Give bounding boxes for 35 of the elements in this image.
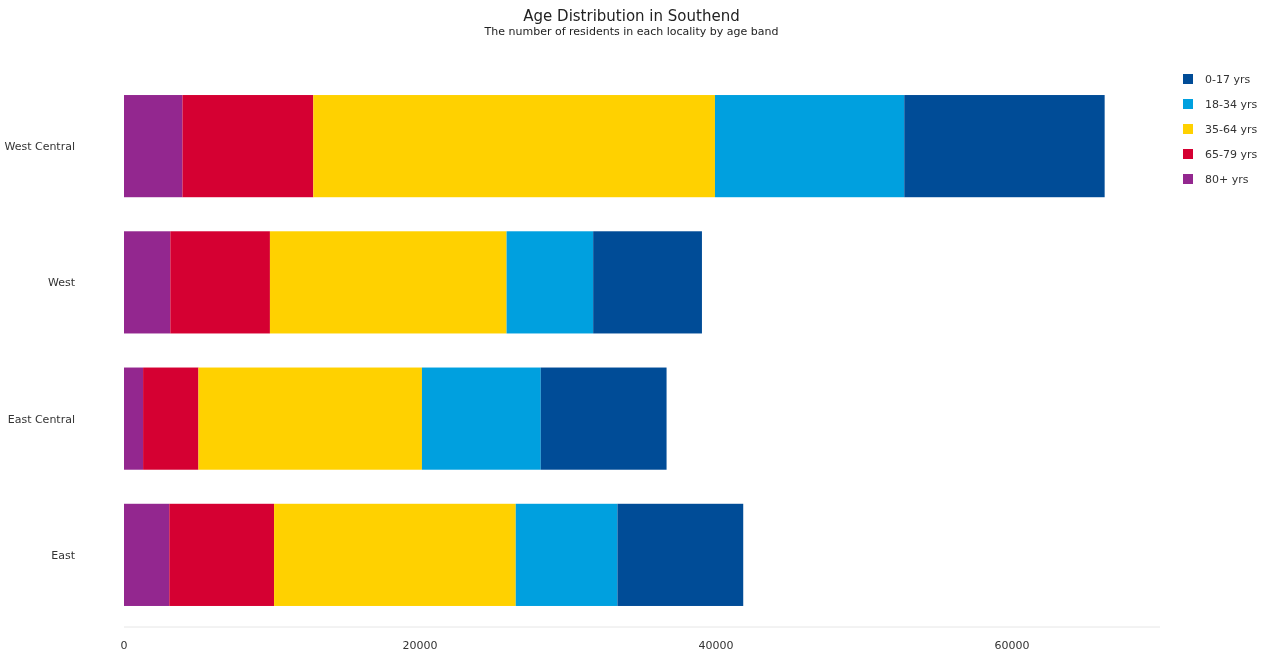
x-tick-label: 0 <box>120 639 128 652</box>
bar <box>182 95 314 198</box>
chart-subtitle: The number of residents in each locality by age band <box>483 25 779 38</box>
bar <box>540 367 667 470</box>
bar <box>274 503 516 606</box>
legend-label: 0-17 yrs <box>1205 73 1251 86</box>
y-tick-label: East <box>51 548 76 562</box>
y-tick-label: West Central <box>4 140 75 154</box>
bar <box>169 503 275 606</box>
chart-title: Age Distribution in Southend <box>523 7 740 25</box>
bar <box>904 95 1105 198</box>
legend-label: 80+ yrs <box>1205 173 1249 186</box>
bar <box>124 95 183 198</box>
legend-label: 65-79 yrs <box>1205 148 1258 161</box>
legend-label: 18-34 yrs <box>1205 98 1258 111</box>
bar <box>124 367 144 470</box>
bar <box>617 503 744 606</box>
y-tick-label: East Central <box>7 412 75 426</box>
bar <box>170 231 270 334</box>
bar <box>506 231 594 334</box>
bar <box>124 503 170 606</box>
bar <box>313 95 715 198</box>
x-tick-label: 20000 <box>402 639 438 652</box>
x-tick-label: 40000 <box>698 639 734 652</box>
bar <box>593 231 702 334</box>
bar <box>143 367 199 470</box>
bar <box>198 367 422 470</box>
bar <box>714 95 905 198</box>
bar <box>515 503 618 606</box>
x-tick-label: 60000 <box>994 639 1030 652</box>
legend-label: 35-64 yrs <box>1205 123 1258 136</box>
bar <box>269 231 507 334</box>
bar <box>124 231 171 334</box>
bar <box>421 367 541 470</box>
y-tick-label: West <box>47 276 76 290</box>
